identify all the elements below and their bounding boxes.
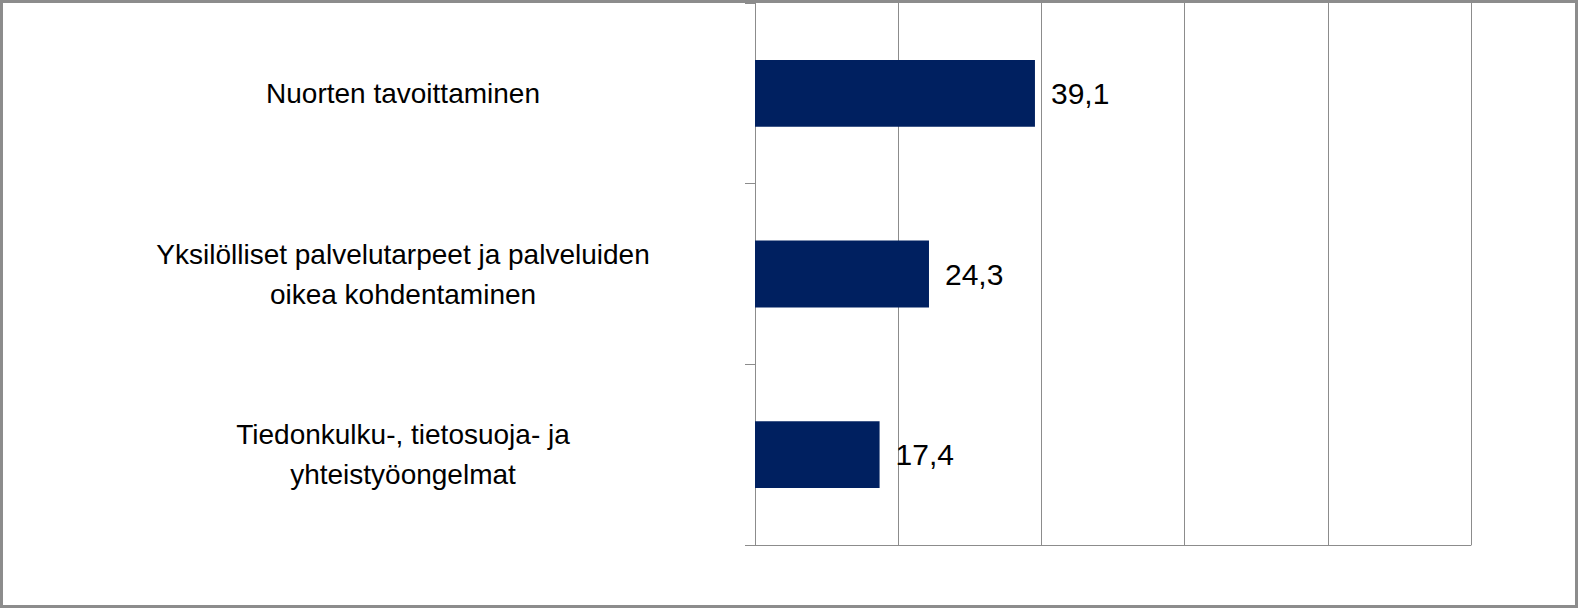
svg-text:17,4: 17,4 [896, 438, 954, 471]
svg-text:24,3: 24,3 [945, 258, 1003, 291]
svg-text:oikea kohdentaminen: oikea kohdentaminen [270, 279, 536, 310]
svg-text:yhteistyöongelmat: yhteistyöongelmat [290, 459, 516, 490]
svg-text:Nuorten tavoittaminen: Nuorten tavoittaminen [266, 78, 540, 109]
svg-text:39,1: 39,1 [1051, 77, 1109, 110]
svg-text:Tiedonkulku-, tietosuoja- ja: Tiedonkulku-, tietosuoja- ja [236, 419, 570, 450]
svg-text:Yksilölliset palvelutarpeet ja: Yksilölliset palvelutarpeet ja palveluid… [156, 239, 649, 270]
